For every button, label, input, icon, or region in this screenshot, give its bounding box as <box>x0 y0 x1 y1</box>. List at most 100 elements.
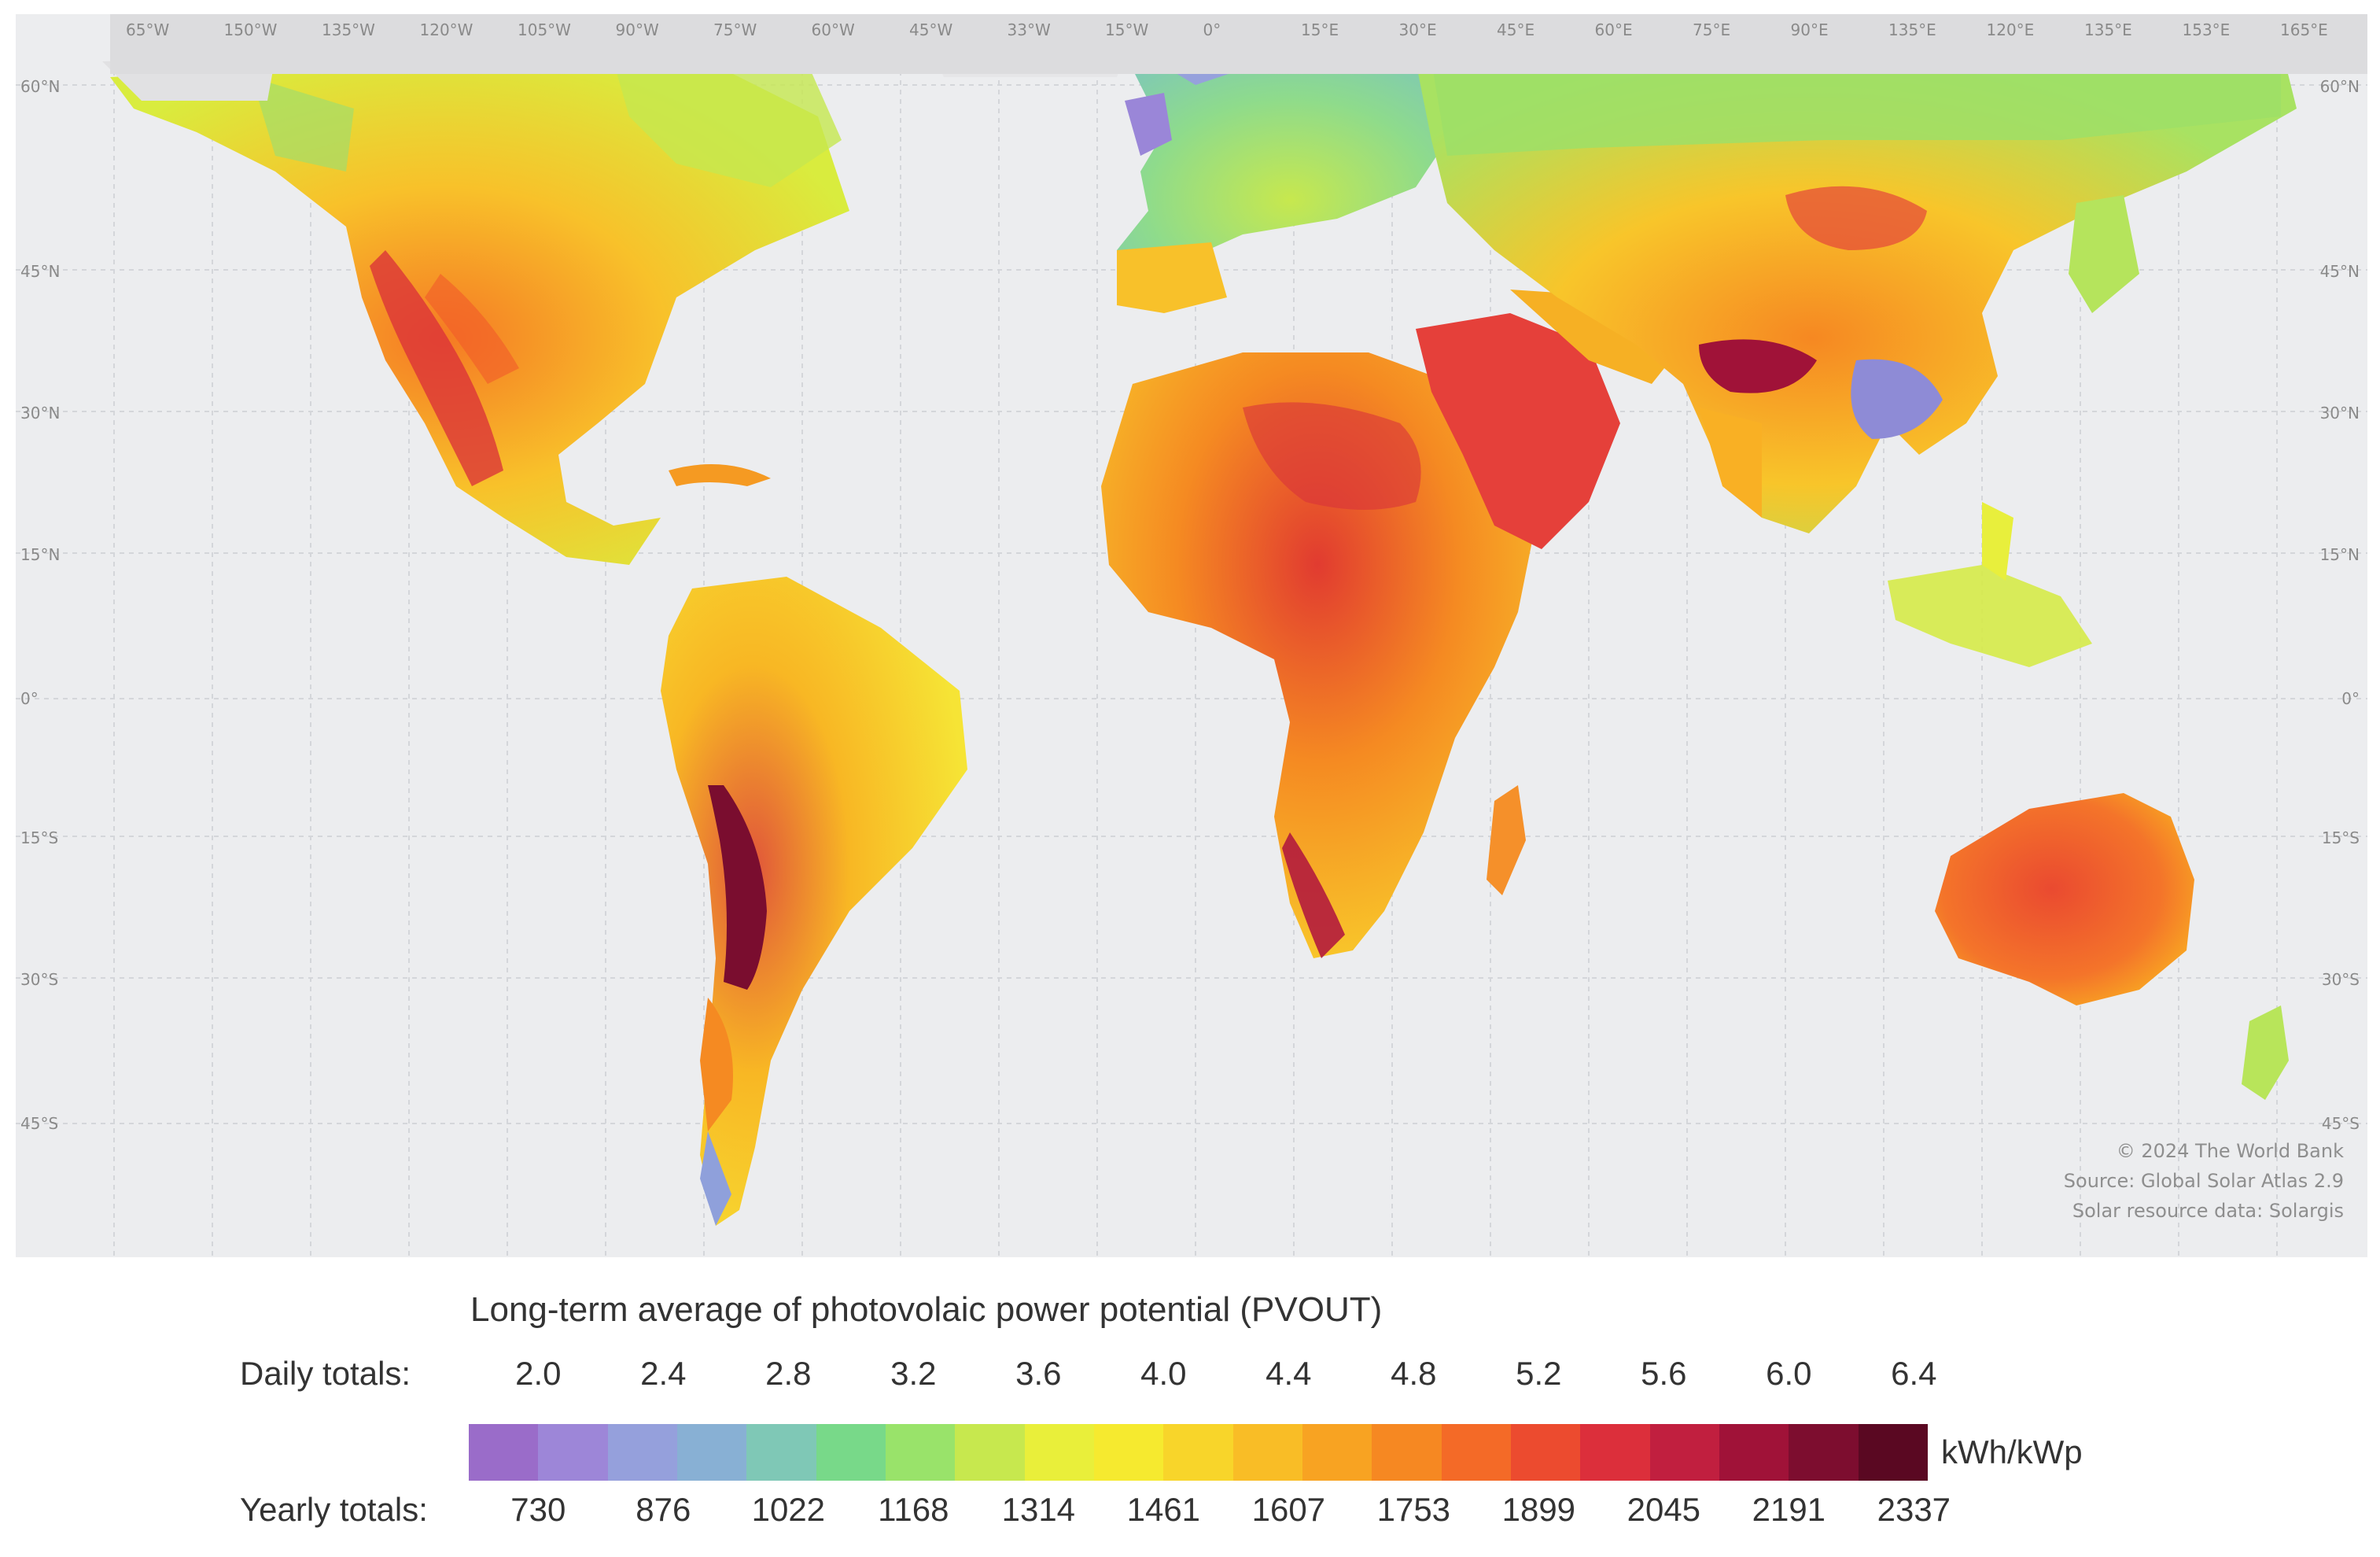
color-swatch <box>816 1424 886 1481</box>
longitude-label: 45°W <box>909 20 953 39</box>
color-swatch <box>1510 1424 1581 1481</box>
color-swatch <box>1302 1424 1372 1481</box>
latitude-label: 60°N <box>20 77 61 96</box>
longitude-label: 75°E <box>1693 20 1731 39</box>
yearly-tick: 2045 <box>1627 1491 1701 1528</box>
yearly-tick: 1314 <box>1001 1491 1076 1528</box>
color-swatch <box>1441 1424 1511 1481</box>
longitude-label: 0° <box>1203 20 1221 39</box>
latitude-label: 45°N <box>2319 262 2360 281</box>
longitude-label: 75°W <box>713 20 757 39</box>
latitude-label: 30°S <box>2321 970 2360 989</box>
latitude-label: 30°S <box>20 970 59 989</box>
color-swatch <box>469 1424 539 1481</box>
daily-tick: 2.0 <box>515 1355 562 1392</box>
color-swatch <box>1649 1424 1719 1481</box>
longitude-label: 135°W <box>322 20 375 39</box>
yearly-tick: 1461 <box>1126 1491 1201 1528</box>
color-swatch <box>1789 1424 1859 1481</box>
latitude-label: 45°S <box>2321 1114 2360 1133</box>
longitude-label: 165°E <box>2280 20 2328 39</box>
longitude-label: 15°W <box>1105 20 1149 39</box>
longitude-label: 120°E <box>1986 20 2035 39</box>
yearly-totals-label: Yearly totals: <box>240 1491 428 1528</box>
credit-data: Solar resource data: Solargis <box>2072 1200 2344 1222</box>
daily-tick: 4.0 <box>1140 1355 1187 1392</box>
color-swatch <box>1858 1424 1928 1481</box>
daily-tick: 5.2 <box>1516 1355 1562 1392</box>
yearly-tick: 2337 <box>1877 1491 1951 1528</box>
longitude-label: 45°E <box>1497 20 1535 39</box>
yearly-tick: 876 <box>636 1491 691 1528</box>
yearly-tick: 1607 <box>1251 1491 1326 1528</box>
longitude-label: 60°E <box>1594 20 1633 39</box>
latitude-label: 0° <box>20 689 39 708</box>
south-america-region <box>661 577 967 1226</box>
longitude-label: 135°E <box>2084 20 2132 39</box>
yearly-tick: 1022 <box>751 1491 826 1528</box>
longitude-label: 150°W <box>223 20 278 39</box>
color-swatch <box>676 1424 747 1481</box>
longitude-label: 90°W <box>615 20 659 39</box>
color-swatch <box>1232 1424 1302 1481</box>
latitude-label: 15°N <box>2319 545 2360 564</box>
longitude-label: 153°E <box>2182 20 2231 39</box>
pvout-map-graphic <box>16 14 2367 1257</box>
longitude-label: 15°E <box>1301 20 1339 39</box>
longitude-label: 135°E <box>1888 20 1936 39</box>
color-swatch <box>1372 1424 1442 1481</box>
longitude-label: 105°W <box>518 20 571 39</box>
longitude-label: 120°W <box>419 20 473 39</box>
latitude-label: 15°S <box>20 828 59 847</box>
color-scale-bar <box>469 1424 1928 1481</box>
latitude-label: 15°S <box>2321 828 2360 847</box>
latitude-label: 0° <box>2341 689 2360 708</box>
color-swatch <box>1163 1424 1233 1481</box>
color-swatch <box>1580 1424 1650 1481</box>
australia-region <box>1935 793 2289 1100</box>
yearly-tick: 1753 <box>1376 1491 1451 1528</box>
longitude-label: 33°W <box>1007 20 1051 39</box>
longitude-label: 90°E <box>1790 20 1829 39</box>
daily-tick: 4.8 <box>1391 1355 1437 1392</box>
daily-tick: 6.4 <box>1891 1355 1937 1392</box>
color-swatch <box>746 1424 816 1481</box>
latitude-label: 45°N <box>20 262 61 281</box>
longitude-label: 65°W <box>126 20 170 39</box>
daily-totals-label: Daily totals: <box>240 1355 411 1392</box>
latitude-label: 60°N <box>2319 77 2360 96</box>
color-swatch <box>955 1424 1025 1481</box>
daily-tick: 3.6 <box>1015 1355 1062 1392</box>
daily-tick: 5.6 <box>1641 1355 1687 1392</box>
credit-source: Source: Global Solar Atlas 2.9 <box>2063 1170 2344 1192</box>
africa-region <box>1101 352 1534 958</box>
credit-copyright: © 2024 The World Bank <box>2116 1140 2344 1162</box>
yearly-tick: 730 <box>510 1491 566 1528</box>
latitude-label: 45°S <box>20 1114 59 1133</box>
longitude-label: 30°E <box>1398 20 1437 39</box>
map-credits: © 2024 The World Bank Source: Global Sol… <box>2064 1136 2344 1226</box>
yearly-tick: 2191 <box>1752 1491 1826 1528</box>
daily-tick: 2.4 <box>640 1355 687 1392</box>
color-swatch <box>1719 1424 1789 1481</box>
color-swatch <box>607 1424 677 1481</box>
europe-region <box>1117 46 1463 313</box>
world-map: 65°W 150°W 135°W 120°W 105°W 90°W 75°W 60°W 45°W… <box>16 14 2367 1257</box>
daily-tick: 2.8 <box>765 1355 812 1392</box>
north-america-region <box>110 61 849 565</box>
yearly-tick: 1899 <box>1501 1491 1576 1528</box>
latitude-label: 30°N <box>2319 404 2360 422</box>
latitude-label: 15°N <box>20 545 61 564</box>
color-swatch <box>538 1424 608 1481</box>
color-swatch <box>1093 1424 1164 1481</box>
daily-tick: 4.4 <box>1266 1355 1312 1392</box>
yearly-tick: 1168 <box>878 1491 949 1528</box>
latitude-label: 30°N <box>20 404 61 422</box>
daily-tick: 3.2 <box>890 1355 937 1392</box>
color-swatch <box>1024 1424 1094 1481</box>
longitude-label: 60°W <box>811 20 855 39</box>
color-swatch <box>885 1424 956 1481</box>
daily-tick: 6.0 <box>1766 1355 1812 1392</box>
legend-title: Long-term average of photovolaic power p… <box>470 1290 1383 1329</box>
unit-label: kWh/kWp <box>1941 1433 2083 1470</box>
